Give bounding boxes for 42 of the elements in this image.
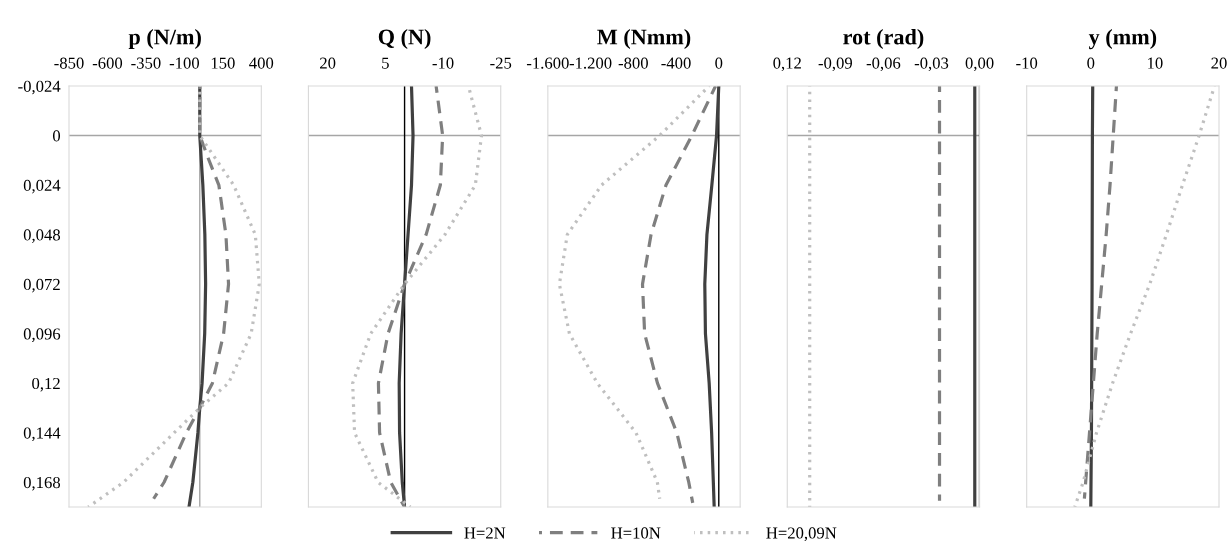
y-tick-label: 0,144 — [23, 427, 61, 442]
x-tick-label: 20 — [1211, 57, 1227, 69]
x-tick-label: -600 — [92, 57, 123, 69]
y-tick-label: 0,168 — [23, 476, 61, 491]
y-tick-label: 0,072 — [23, 278, 60, 293]
x-tick-label: -400 — [661, 57, 691, 69]
x-tick-label: -0,09 — [818, 57, 853, 72]
x-tick-label: 0,00 — [965, 57, 994, 72]
y-tick-label: 0,024 — [23, 179, 61, 194]
y-tick-label: 0 — [52, 130, 61, 142]
x-tick-label: 20 — [320, 57, 336, 69]
y-tick-label: 0,096 — [23, 328, 61, 342]
x-tick-label: -1.600 — [526, 57, 569, 69]
x-tick-label: 400 — [249, 57, 274, 69]
x-tick-label: -0,03 — [914, 57, 949, 72]
x-tick-label: -10 — [432, 57, 454, 69]
chart-title: y (mm) — [1088, 28, 1157, 50]
chart-title: Q (N) — [378, 28, 431, 50]
chart-title: rot (rad) — [843, 28, 924, 50]
x-tick-label: 5 — [382, 57, 389, 69]
y-tick-label: -0,024 — [18, 80, 61, 95]
y-tick-label: 0,048 — [23, 229, 61, 243]
x-tick-label: -100 — [169, 57, 200, 69]
x-tick-label: -10 — [1016, 57, 1038, 69]
x-tick-label: 150 — [211, 57, 235, 69]
x-tick-label: -350 — [131, 57, 161, 69]
chart-title: M (Nmm) — [597, 28, 691, 50]
x-tick-label: -1.200 — [569, 57, 612, 69]
legend-label: H=2N — [464, 527, 506, 539]
line-series — [152, 86, 231, 501]
x-tick-label: -25 — [490, 57, 512, 69]
x-tick-label: -800 — [618, 57, 648, 69]
legend-label: H=20,09N — [766, 527, 837, 542]
x-tick-label: 0 — [715, 57, 723, 69]
chart-title: p (N/m) — [128, 28, 201, 50]
y-tick-label: 0,12 — [32, 377, 60, 392]
legend-label: H=10N — [611, 527, 661, 539]
x-tick-label: -0,06 — [866, 57, 901, 72]
x-tick-label: 0,12 — [773, 57, 801, 72]
x-tick-label: 10 — [1148, 57, 1163, 69]
x-tick-label: 0 — [1087, 57, 1095, 69]
x-tick-label: -850 — [54, 57, 84, 69]
